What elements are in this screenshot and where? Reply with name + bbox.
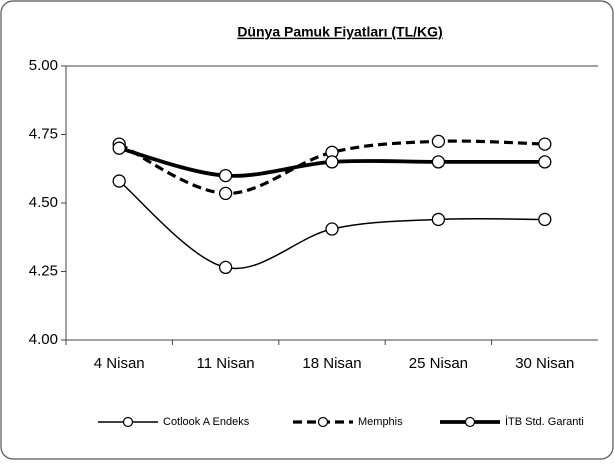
y-tick-label: 4.25 [29,262,58,279]
data-point [112,141,126,155]
data-point [325,222,339,236]
legend-label: Cotlook A Endeks [163,416,250,428]
data-point [218,186,233,201]
data-point [218,168,233,183]
legend-label: İTB Std. Garanti [505,415,584,428]
x-tick-label: 11 Nisan [197,355,255,372]
data-point [325,155,339,169]
x-tick-label: 4 Nisan [94,355,145,372]
y-tick-label: 4.75 [29,125,58,142]
data-point [538,155,552,169]
legend-marker [464,416,476,428]
data-point [431,134,446,149]
data-point [112,174,126,188]
y-tick-label: 4.00 [29,331,58,348]
x-tick-label: 25 Nisan [409,355,468,372]
y-tick-label: 5.00 [29,57,58,74]
series-line [118,139,545,196]
y-tick-label: 4.50 [29,194,58,211]
data-point [538,137,552,151]
data-point [431,155,446,169]
legend-marker [122,416,134,428]
data-point [218,260,233,275]
x-tick-label: 18 Nisan [302,355,361,372]
chart-title: Dünya Pamuk Fiyatları (TL/KG) [237,24,442,40]
x-tick-label: 30 Nisan [515,355,574,372]
legend-label: Memphis [358,416,403,428]
legend-marker [317,416,329,428]
data-point [431,212,446,227]
data-point [538,212,552,227]
